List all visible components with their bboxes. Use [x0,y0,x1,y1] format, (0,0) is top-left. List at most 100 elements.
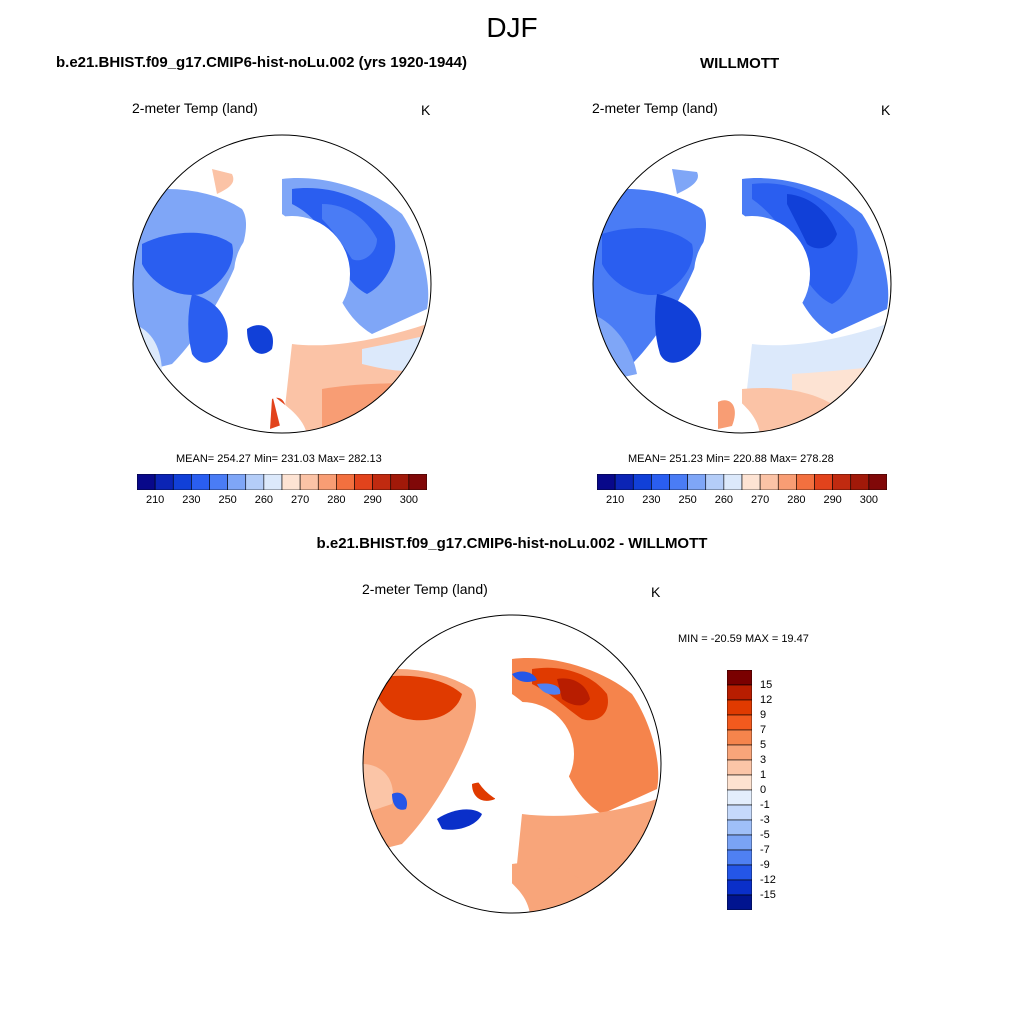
obs-colorbar-ticks: 210 230 250 260 270 280 290 300 [597,494,887,510]
diff-colorbar-tick-label: -7 [760,844,770,856]
model-colorbar [137,474,427,490]
model-unit-label: K [421,102,431,118]
diff-stats: MIN = -20.59 MAX = 19.47 [678,633,809,645]
diff-colorbar-tick-label: -9 [760,859,770,871]
diff-colorbar-box [727,759,752,776]
diff-colorbar-box [727,670,752,686]
model-colorbar-ticks: 210 230 250 260 270 280 290 300 [137,494,427,510]
obs-colorbar [597,474,887,490]
diff-colorbar-tick-label: 3 [760,754,767,766]
model-colorbar-box [245,474,265,490]
diff-colorbar-box [727,804,752,821]
model-colorbar-box [336,474,355,490]
obs-colorbar-box [850,474,870,490]
obs-colorbar-box [832,474,852,490]
model-colorbar-box [227,474,247,490]
model-colorbar-box [172,474,192,490]
obs-colorbar-box [687,474,707,490]
diff-colorbar-tick-label: 5 [760,739,767,751]
obs-colorbar-box [814,474,833,490]
model-colorbar-tick-label: 260 [254,494,274,506]
obs-polar-map [592,134,892,434]
obs-colorbar-box [705,474,725,490]
diff-colorbar-box [727,789,752,806]
model-colorbar-box [390,474,410,490]
obs-colorbar-box [723,474,743,490]
model-colorbar-tick-label: 300 [399,494,419,506]
model-stats: MEAN= 254.27 Min= 231.03 Max= 282.13 [176,453,382,465]
diff-colorbar-ticks: 15 12 9 7 5 3 1 0 -1 -3 -5 -7 -9 -12 -15 [760,670,800,910]
diff-colorbar-box [727,714,752,731]
obs-colorbar-tick-label: 230 [642,494,661,506]
model-colorbar-box [299,474,319,490]
obs-colorbar-tick-label: 270 [750,494,770,506]
model-colorbar-tick-label: 270 [290,494,310,506]
diff-colorbar-box [727,729,752,746]
model-colorbar-box [137,474,156,490]
obs-colorbar-box [632,474,652,490]
model-colorbar-box [408,474,427,490]
diff-colorbar-box [727,834,752,851]
model-colorbar-tick-label: 290 [363,494,382,506]
model-colorbar-box [372,474,392,490]
diff-colorbar-box [727,879,752,896]
model-colorbar-box [281,474,301,490]
obs-panel-title: WILLMOTT [700,55,780,72]
diff-variable-label: 2-meter Temp (land) [362,581,488,597]
diff-colorbar-box [727,894,752,910]
obs-colorbar-tick-label: 250 [678,494,697,506]
diff-colorbar-tick-label: 0 [760,784,767,796]
model-colorbar-box [317,474,337,490]
diff-colorbar-tick-label: -1 [760,799,770,811]
obs-colorbar-tick-label: 300 [859,494,879,506]
obs-unit-label: K [881,102,891,118]
obs-colorbar-box [597,474,616,490]
model-colorbar-box [354,474,373,490]
obs-colorbar-box [669,474,688,490]
diff-colorbar-tick-label: 15 [760,679,773,691]
diff-colorbar-tick-label: -12 [760,874,776,886]
obs-colorbar-box [777,474,797,490]
model-colorbar-box [191,474,210,490]
model-colorbar-box [154,474,174,490]
obs-colorbar-box [868,474,887,490]
diff-colorbar-tick-label: 12 [760,694,773,706]
obs-stats: MEAN= 251.23 Min= 220.88 Max= 278.28 [628,453,834,465]
diff-colorbar-box [727,819,752,836]
diff-unit-label: K [651,584,661,600]
model-colorbar-tick-label: 210 [145,494,165,506]
model-colorbar-tick-label: 250 [218,494,237,506]
diff-colorbar-tick-label: 1 [760,769,767,781]
model-variable-label: 2-meter Temp (land) [132,100,258,116]
obs-colorbar-tick-label: 280 [787,494,806,506]
diff-colorbar-box [727,864,752,881]
diff-colorbar-box [727,849,752,866]
model-colorbar-box [209,474,228,490]
obs-colorbar-tick-label: 260 [714,494,734,506]
obs-colorbar-box [759,474,779,490]
model-polar-map [132,134,432,434]
obs-colorbar-box [651,474,670,490]
obs-variable-label: 2-meter Temp (land) [592,100,718,116]
diff-colorbar [727,670,752,910]
diff-colorbar-tick-label: 7 [760,724,767,736]
diff-colorbar-box [727,774,752,791]
model-panel-title: b.e21.BHIST.f09_g17.CMIP6-hist-noLu.002 … [56,54,467,71]
diff-colorbar-tick-label: 9 [760,709,767,721]
diff-polar-map [362,614,662,914]
diff-colorbar-box [727,699,752,716]
obs-colorbar-box [741,474,761,490]
diff-colorbar-tick-label: -3 [760,814,770,826]
diff-colorbar-tick-label: -15 [760,889,776,901]
diff-colorbar-box [727,744,752,761]
diff-colorbar-tick-label: -5 [760,829,770,841]
model-colorbar-tick-label: 280 [327,494,346,506]
model-colorbar-box [263,474,283,490]
obs-colorbar-box [796,474,815,490]
diff-colorbar-box [727,684,752,701]
diff-panel-title: b.e21.BHIST.f09_g17.CMIP6-hist-noLu.002 … [316,535,708,552]
obs-colorbar-box [614,474,634,490]
figure-title: DJF [486,12,538,43]
model-colorbar-tick-label: 230 [182,494,201,506]
obs-colorbar-tick-label: 290 [823,494,842,506]
